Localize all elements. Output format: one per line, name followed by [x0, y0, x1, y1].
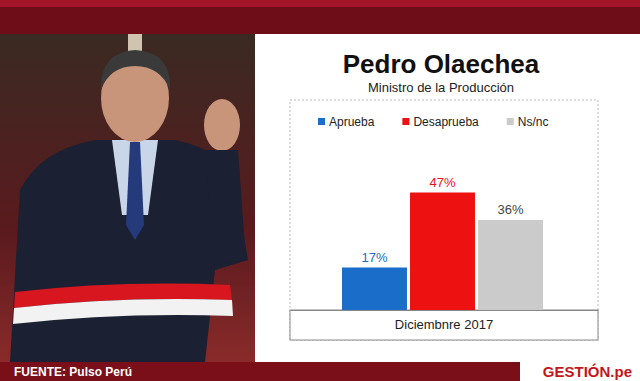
photo [0, 34, 255, 362]
data-label: 36% [498, 202, 524, 217]
bars [342, 193, 543, 311]
photo-hand [204, 99, 240, 151]
plot-frame [290, 100, 598, 340]
category-box [290, 310, 598, 340]
legend-swatch [507, 118, 514, 125]
brand: GESTIÓN.pe [543, 363, 632, 380]
x-tick: Diciembnre 2017 [395, 317, 493, 332]
background [0, 0, 640, 381]
x-axis: Diciembnre 2017 [291, 311, 599, 333]
photo-arm [205, 150, 246, 265]
legend-swatch [318, 118, 325, 125]
canvas: Pedro OlaecheaMinistro de la Producción A… [0, 0, 640, 381]
data-labels: 17% 47% 36% [361, 175, 524, 265]
title: Pedro Olaechea [343, 49, 540, 79]
photo-hair [101, 50, 170, 90]
x-axis-line [291, 310, 599, 311]
legend-label: Ns/nc [518, 115, 549, 129]
top-stripe [0, 0, 640, 7]
legend-label: Desaprueba [413, 115, 479, 129]
subtitle: Ministro de la Producción [368, 80, 514, 95]
bar [410, 193, 475, 311]
data-label: 47% [429, 175, 455, 190]
bar [478, 220, 543, 310]
legend-swatch [402, 118, 409, 125]
legend-label: Aprueba [329, 115, 375, 129]
x-tick-label: Diciembnre 2017 [395, 317, 493, 332]
data-label: 17% [361, 250, 387, 265]
photo-sash-white [13, 299, 233, 324]
bar [342, 268, 407, 311]
source: FUENTE: Pulso Perú [14, 365, 132, 379]
top-band [0, 0, 640, 34]
bottom-band [0, 362, 520, 381]
photo-suit [10, 140, 248, 362]
legend: Aprueba Desaprueba Ns/nc [318, 115, 548, 129]
photo-background [0, 34, 255, 362]
photo-tie [126, 142, 144, 240]
